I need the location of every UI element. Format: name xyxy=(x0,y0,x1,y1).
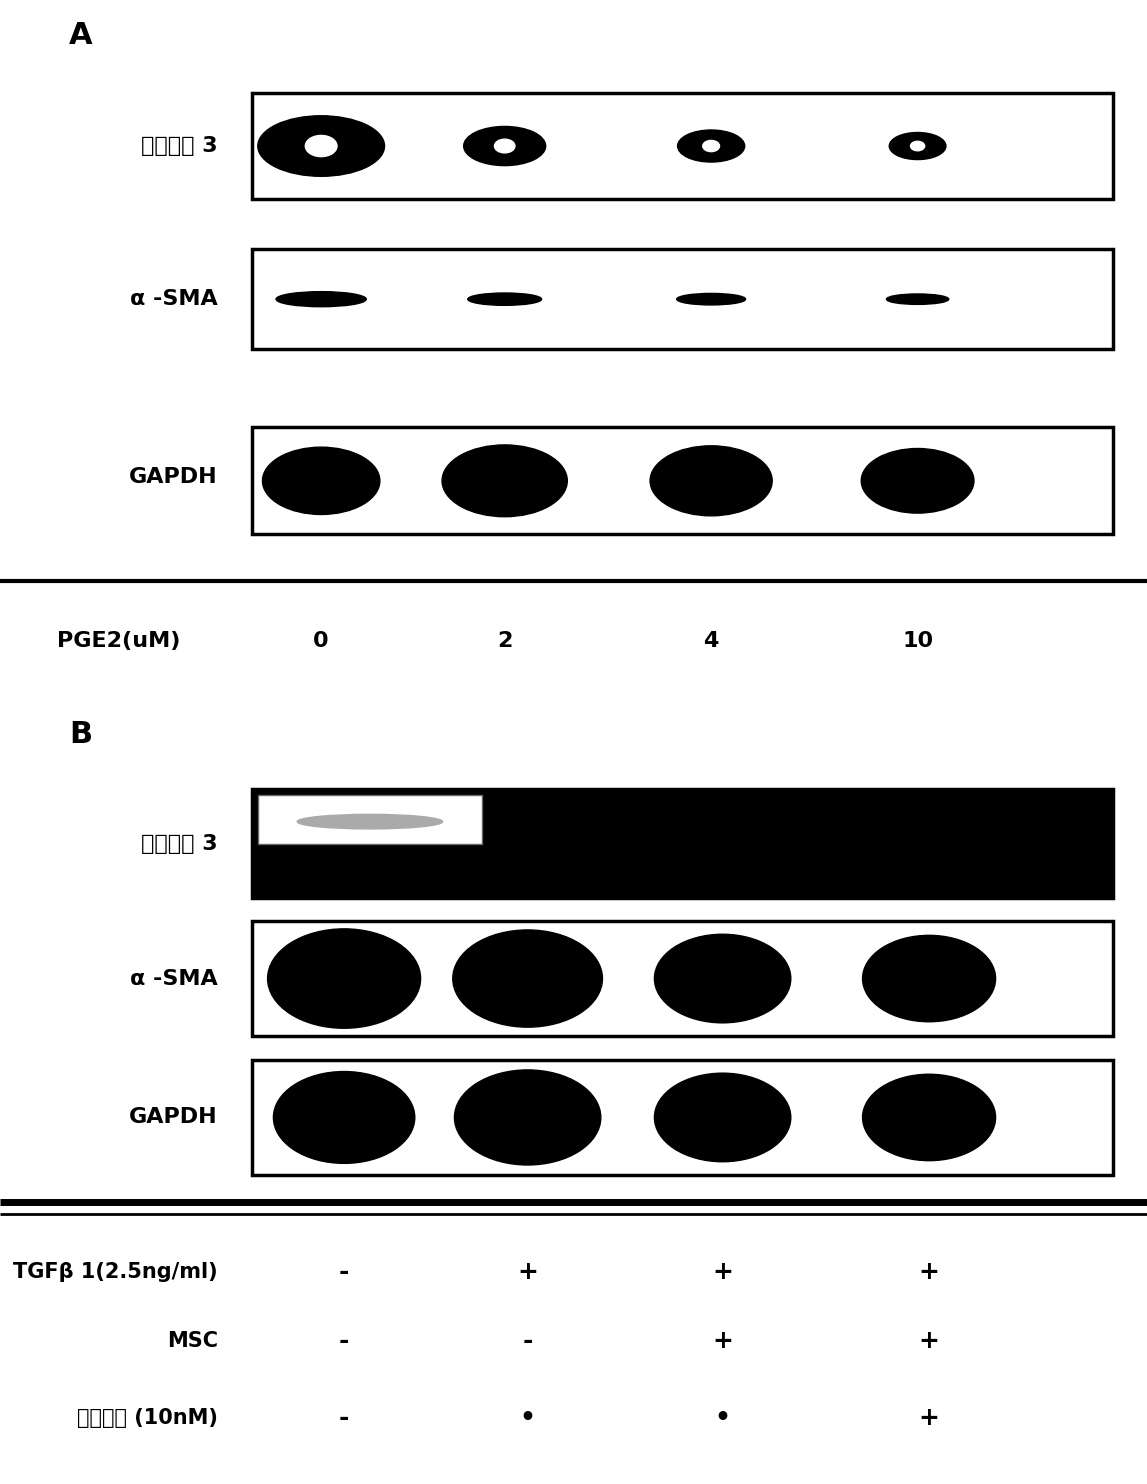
Ellipse shape xyxy=(276,292,366,307)
Text: GAPDH: GAPDH xyxy=(130,1107,218,1128)
Ellipse shape xyxy=(494,139,515,153)
Text: •: • xyxy=(715,1407,731,1431)
Ellipse shape xyxy=(887,294,949,304)
FancyBboxPatch shape xyxy=(252,789,1113,898)
Text: A: A xyxy=(69,21,93,50)
FancyBboxPatch shape xyxy=(252,92,1113,199)
Ellipse shape xyxy=(911,141,924,151)
Text: +: + xyxy=(919,1260,939,1284)
Text: +: + xyxy=(712,1260,733,1284)
Text: 0: 0 xyxy=(313,631,329,651)
Ellipse shape xyxy=(297,815,443,830)
Text: 10: 10 xyxy=(902,631,934,651)
Ellipse shape xyxy=(889,132,946,160)
Ellipse shape xyxy=(677,294,746,304)
Text: PGE2(uM): PGE2(uM) xyxy=(57,631,181,651)
Ellipse shape xyxy=(463,126,546,166)
Text: -: - xyxy=(338,1407,350,1431)
Text: B: B xyxy=(69,720,92,749)
Text: +: + xyxy=(919,1407,939,1431)
FancyBboxPatch shape xyxy=(252,920,1113,1036)
Text: 塞来戰布 (10nM): 塞来戰布 (10nM) xyxy=(77,1408,218,1429)
Ellipse shape xyxy=(454,1070,601,1165)
Ellipse shape xyxy=(650,445,772,516)
Text: GAPDH: GAPDH xyxy=(130,467,218,487)
Ellipse shape xyxy=(863,935,996,1022)
Ellipse shape xyxy=(453,930,602,1027)
Ellipse shape xyxy=(258,116,384,177)
FancyBboxPatch shape xyxy=(252,1060,1113,1175)
Text: +: + xyxy=(517,1260,538,1284)
Text: α -SMA: α -SMA xyxy=(130,969,218,988)
Ellipse shape xyxy=(655,1073,790,1162)
Ellipse shape xyxy=(861,448,974,513)
Text: MSC: MSC xyxy=(167,1331,218,1352)
Text: α -SMA: α -SMA xyxy=(130,289,218,309)
Text: 胶原蛋白 3: 胶原蛋白 3 xyxy=(141,137,218,156)
Ellipse shape xyxy=(863,1074,996,1160)
Text: 4: 4 xyxy=(703,631,719,651)
Text: +: + xyxy=(712,1330,733,1353)
FancyBboxPatch shape xyxy=(252,249,1113,349)
Ellipse shape xyxy=(703,141,719,151)
Text: +: + xyxy=(919,1330,939,1353)
Text: -: - xyxy=(338,1330,350,1353)
Ellipse shape xyxy=(305,135,337,157)
Text: •: • xyxy=(520,1407,536,1431)
Text: 胶原蛋白 3: 胶原蛋白 3 xyxy=(141,834,218,853)
Text: 2: 2 xyxy=(497,631,513,651)
Ellipse shape xyxy=(468,292,541,306)
FancyBboxPatch shape xyxy=(258,795,482,843)
FancyBboxPatch shape xyxy=(252,427,1113,534)
Ellipse shape xyxy=(273,1071,415,1163)
Text: -: - xyxy=(522,1330,533,1353)
Ellipse shape xyxy=(678,131,744,162)
Ellipse shape xyxy=(267,929,421,1028)
Text: -: - xyxy=(338,1260,350,1284)
Ellipse shape xyxy=(263,447,380,515)
Ellipse shape xyxy=(442,445,568,516)
Ellipse shape xyxy=(655,935,790,1022)
Text: TGFβ 1(2.5ng/ml): TGFβ 1(2.5ng/ml) xyxy=(14,1261,218,1282)
